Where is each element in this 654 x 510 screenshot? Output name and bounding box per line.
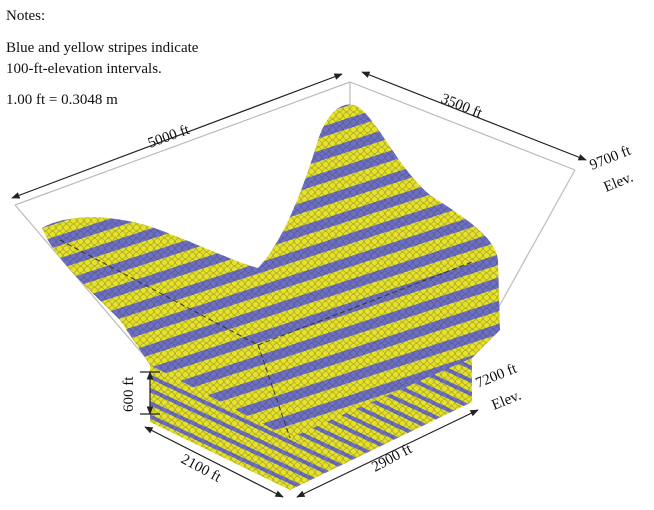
dimension-label: 600 ft <box>121 376 137 412</box>
dimension-label: 9700 ft <box>588 142 635 173</box>
diagram: Notes: Blue and yellow stripes indicate … <box>0 0 654 510</box>
dimension-label: 3500 ft <box>439 91 486 122</box>
notes-heading: Notes: <box>6 8 45 24</box>
page: {"notes": {"heading": "Notes:", "lines":… <box>0 0 654 510</box>
dimension-label: 2100 ft <box>178 451 224 486</box>
notes-line: 100-ft-elevation intervals. <box>6 61 162 77</box>
dimension-label: Elev. <box>602 170 636 196</box>
dimension-label: 5000 ft <box>146 122 193 152</box>
dimension-label: 7200 ft <box>474 360 521 391</box>
notes-line: Blue and yellow stripes indicate <box>6 40 199 56</box>
dimension-label: Elev. <box>490 388 524 414</box>
notes-line: 1.00 ft = 0.3048 m <box>6 92 118 108</box>
